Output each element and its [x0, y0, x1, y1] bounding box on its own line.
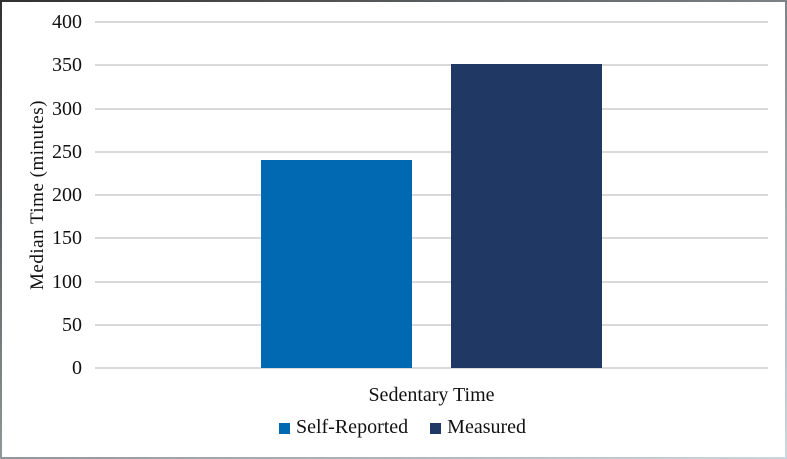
y-tick-label: 200 — [52, 184, 82, 206]
gridline — [95, 367, 768, 369]
gridline — [95, 280, 768, 283]
legend-item-measured: Measured — [430, 417, 526, 437]
y-tick-label: 250 — [52, 140, 82, 163]
legend-label: Measured — [447, 416, 527, 438]
plot-area — [95, 21, 768, 369]
y-tick-label: 150 — [52, 227, 82, 250]
legend-swatch-icon — [430, 423, 442, 434]
gridline — [95, 107, 768, 110]
gridline — [95, 64, 768, 67]
legend-swatch-icon — [278, 423, 290, 434]
y-tick-label: 350 — [52, 54, 82, 77]
bars-group — [95, 22, 768, 368]
legend-label: Self-Reported — [295, 416, 409, 438]
x-axis-category-label: Sedentary Time — [368, 384, 495, 406]
gridline — [95, 150, 768, 153]
gridline — [95, 237, 768, 240]
gridline — [95, 323, 768, 326]
bar-measured — [451, 63, 602, 368]
gridline — [95, 21, 768, 23]
y-tick-label: 100 — [52, 270, 82, 293]
legend: Self-Reported Measured — [2, 417, 785, 437]
legend-item-self-reported: Self-Reported — [278, 416, 409, 438]
y-tick-label: 0 — [72, 357, 82, 379]
y-tick-label: 300 — [52, 97, 82, 120]
bar-self-reported — [261, 160, 412, 368]
gridline — [95, 194, 768, 196]
y-tick-label: 400 — [52, 11, 82, 33]
y-tick-label: 50 — [62, 313, 82, 336]
y-axis-tick-labels: 0 50 100 150 200 250 300 350 400 — [2, 12, 82, 378]
